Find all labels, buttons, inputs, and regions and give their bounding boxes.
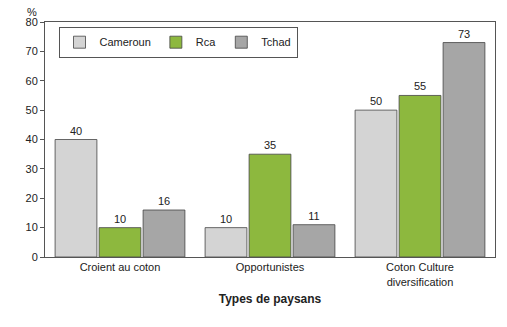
svg-text:50: 50 <box>370 95 382 107</box>
svg-text:11: 11 <box>308 210 319 222</box>
svg-text:Coton Culturediversification: Coton Culturediversification <box>386 261 454 287</box>
svg-text:10: 10 <box>220 213 232 225</box>
svg-text:Tchad: Tchad <box>261 36 290 48</box>
svg-text:Rca: Rca <box>196 36 216 48</box>
svg-text:35: 35 <box>264 139 276 151</box>
svg-text:Croient au coton: Croient au coton <box>80 261 161 273</box>
svg-text:10: 10 <box>26 221 38 233</box>
svg-text:Opportunistes: Opportunistes <box>236 261 305 273</box>
svg-text:10: 10 <box>114 213 126 225</box>
svg-text:0: 0 <box>32 251 38 263</box>
svg-text:80: 80 <box>26 16 38 28</box>
svg-text:40: 40 <box>70 125 82 137</box>
svg-text:60: 60 <box>26 75 38 87</box>
svg-text:Types de paysans: Types de paysans <box>219 292 322 306</box>
svg-text:50: 50 <box>26 104 38 116</box>
svg-text:16: 16 <box>158 195 170 207</box>
svg-text:70: 70 <box>26 45 38 57</box>
svg-text:73: 73 <box>458 28 470 40</box>
svg-text:Cameroun: Cameroun <box>100 36 151 48</box>
svg-text:40: 40 <box>26 133 38 145</box>
svg-text:20: 20 <box>26 192 38 204</box>
svg-text:30: 30 <box>26 163 38 175</box>
svg-text:55: 55 <box>414 80 426 92</box>
svg-text:%: % <box>27 6 37 18</box>
